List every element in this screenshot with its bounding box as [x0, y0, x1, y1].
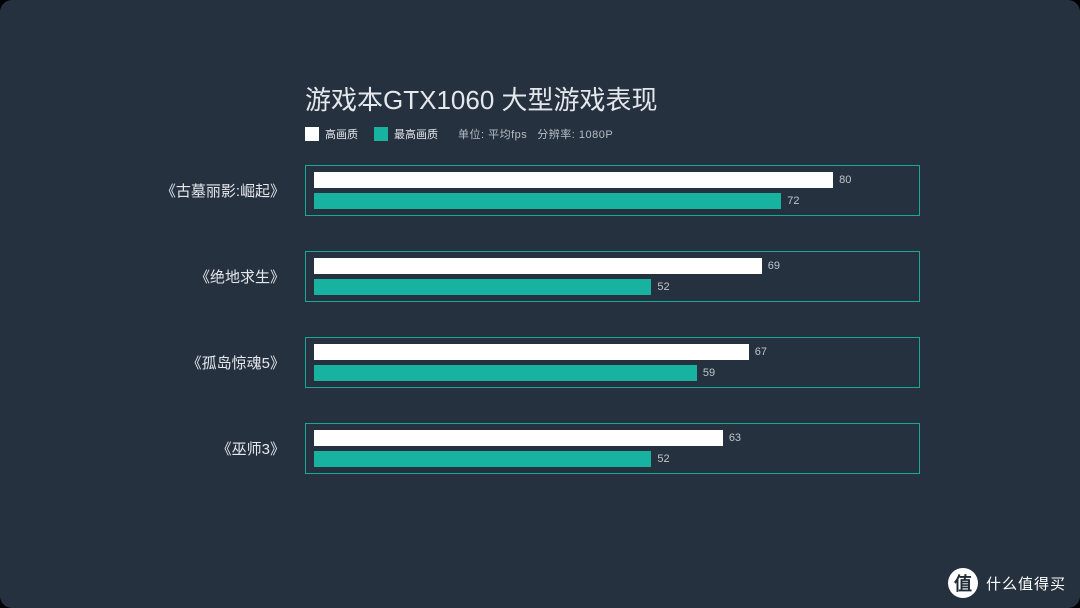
- bar-box: 67 59: [305, 337, 920, 388]
- legend-swatch-0: [305, 127, 319, 141]
- bar-value-label: 59: [703, 367, 715, 379]
- bar-box: 63 52: [305, 423, 920, 474]
- bar-row: 67: [314, 344, 911, 360]
- bar: [314, 279, 651, 295]
- bar: [314, 193, 781, 209]
- bar-row: 80: [314, 172, 911, 188]
- bar-row: 63: [314, 430, 911, 446]
- bar-group: 《古墓丽影:崛起》 80 72: [150, 165, 920, 216]
- legend-note-unit: 单位: 平均fps: [458, 126, 527, 142]
- category-label: 《孤岛惊魂5》: [150, 352, 305, 373]
- legend-label-0: 高画质: [325, 126, 358, 142]
- watermark: 值 什么值得买: [948, 568, 1066, 598]
- bar-box: 80 72: [305, 165, 920, 216]
- bar-group: 《孤岛惊魂5》 67 59: [150, 337, 920, 388]
- watermark-text: 什么值得买: [986, 573, 1066, 594]
- legend-label-1: 最高画质: [394, 126, 438, 142]
- bar-value-label: 72: [787, 195, 799, 207]
- chart-canvas: 游戏本GTX1060 大型游戏表现 高画质 最高画质 单位: 平均fps 分辨率…: [0, 0, 1080, 608]
- bar: [314, 172, 833, 188]
- bar-value-label: 63: [729, 432, 741, 444]
- category-label: 《古墓丽影:崛起》: [150, 180, 305, 201]
- bar: [314, 430, 723, 446]
- bar-groups: 《古墓丽影:崛起》8072《绝地求生》6952《孤岛惊魂5》6759《巫师3》6…: [150, 165, 920, 509]
- category-label: 《绝地求生》: [150, 266, 305, 287]
- watermark-badge-icon: 值: [948, 568, 978, 598]
- chart-legend: 高画质 最高画质 单位: 平均fps 分辨率: 1080P: [305, 126, 613, 142]
- bar: [314, 344, 749, 360]
- legend-swatch-1: [374, 127, 388, 141]
- legend-note-res: 分辨率: 1080P: [537, 126, 613, 142]
- bar-value-label: 52: [657, 453, 669, 465]
- bar-row: 52: [314, 279, 911, 295]
- bar-row: 72: [314, 193, 911, 209]
- bar-box: 69 52: [305, 251, 920, 302]
- bar-row: 69: [314, 258, 911, 274]
- chart-title: 游戏本GTX1060 大型游戏表现: [305, 80, 658, 117]
- bar-group: 《绝地求生》 69 52: [150, 251, 920, 302]
- bar: [314, 451, 651, 467]
- bar-value-label: 52: [657, 281, 669, 293]
- bar-value-label: 69: [768, 260, 780, 272]
- bar-value-label: 67: [755, 346, 767, 358]
- bar-value-label: 80: [839, 174, 851, 186]
- bar-row: 59: [314, 365, 911, 381]
- category-label: 《巫师3》: [150, 438, 305, 459]
- rounded-container: 游戏本GTX1060 大型游戏表现 高画质 最高画质 单位: 平均fps 分辨率…: [0, 0, 1080, 608]
- bar-row: 52: [314, 451, 911, 467]
- bar: [314, 258, 762, 274]
- bar-group: 《巫师3》 63 52: [150, 423, 920, 474]
- bar: [314, 365, 697, 381]
